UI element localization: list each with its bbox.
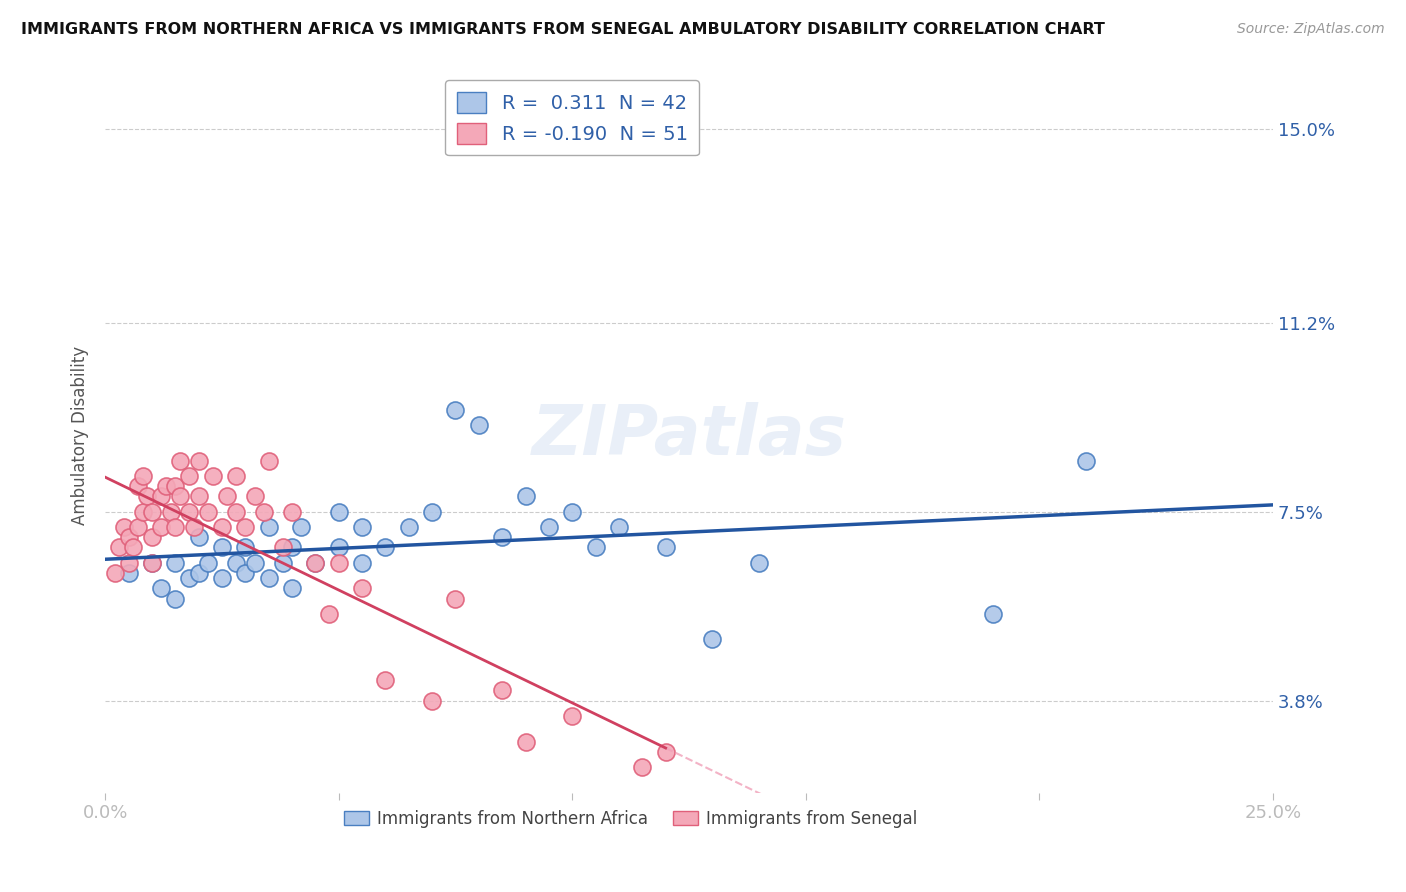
Point	[561, 709, 583, 723]
Point	[304, 556, 326, 570]
Point	[122, 541, 145, 555]
Text: Source: ZipAtlas.com: Source: ZipAtlas.com	[1237, 22, 1385, 37]
Point	[117, 566, 139, 580]
Point	[150, 582, 173, 596]
Point	[179, 571, 201, 585]
Point	[187, 566, 209, 580]
Point	[654, 745, 676, 759]
Point	[141, 505, 163, 519]
Point	[169, 489, 191, 503]
Point	[108, 541, 131, 555]
Point	[141, 556, 163, 570]
Point	[444, 591, 467, 606]
Point	[225, 556, 247, 570]
Point	[165, 520, 187, 534]
Point	[702, 632, 724, 647]
Point	[127, 479, 149, 493]
Point	[215, 489, 238, 503]
Point	[127, 520, 149, 534]
Point	[225, 505, 247, 519]
Point	[165, 591, 187, 606]
Point	[117, 530, 139, 544]
Point	[187, 489, 209, 503]
Point	[290, 520, 312, 534]
Point	[211, 520, 233, 534]
Point	[103, 566, 125, 580]
Point	[420, 694, 443, 708]
Point	[374, 673, 396, 688]
Point	[117, 556, 139, 570]
Point	[179, 505, 201, 519]
Point	[155, 479, 177, 493]
Point	[1074, 453, 1097, 467]
Point	[585, 541, 607, 555]
Point	[352, 582, 374, 596]
Point	[515, 489, 537, 503]
Point	[131, 469, 153, 483]
Text: IMMIGRANTS FROM NORTHERN AFRICA VS IMMIGRANTS FROM SENEGAL AMBULATORY DISABILITY: IMMIGRANTS FROM NORTHERN AFRICA VS IMMIG…	[21, 22, 1105, 37]
Point	[243, 489, 266, 503]
Point	[257, 520, 280, 534]
Point	[281, 541, 304, 555]
Point	[211, 571, 233, 585]
Point	[352, 520, 374, 534]
Point	[225, 469, 247, 483]
Point	[398, 520, 420, 534]
Point	[352, 556, 374, 570]
Point	[112, 520, 135, 534]
Point	[131, 505, 153, 519]
Point	[631, 760, 654, 774]
Text: ZIPatlas: ZIPatlas	[531, 401, 846, 468]
Point	[257, 453, 280, 467]
Point	[328, 505, 350, 519]
Point	[271, 541, 294, 555]
Point	[304, 556, 326, 570]
Point	[183, 520, 205, 534]
Point	[654, 541, 676, 555]
Point	[165, 556, 187, 570]
Point	[233, 520, 256, 534]
Point	[444, 402, 467, 417]
Point	[281, 582, 304, 596]
Point	[197, 556, 219, 570]
Point	[468, 417, 491, 432]
Point	[281, 505, 304, 519]
Point	[165, 479, 187, 493]
Point	[169, 453, 191, 467]
Point	[607, 520, 630, 534]
Point	[159, 505, 181, 519]
Point	[197, 505, 219, 519]
Point	[150, 520, 173, 534]
Legend: Immigrants from Northern Africa, Immigrants from Senegal: Immigrants from Northern Africa, Immigra…	[337, 803, 924, 834]
Point	[187, 453, 209, 467]
Point	[253, 505, 276, 519]
Point	[257, 571, 280, 585]
Point	[136, 489, 159, 503]
Point	[328, 541, 350, 555]
Point	[150, 489, 173, 503]
Point	[211, 541, 233, 555]
Point	[187, 530, 209, 544]
Point	[537, 520, 560, 534]
Point	[981, 607, 1004, 621]
Y-axis label: Ambulatory Disability: Ambulatory Disability	[72, 345, 89, 524]
Point	[201, 469, 224, 483]
Point	[141, 530, 163, 544]
Point	[179, 469, 201, 483]
Point	[243, 556, 266, 570]
Point	[491, 683, 513, 698]
Point	[491, 530, 513, 544]
Point	[233, 566, 256, 580]
Point	[515, 734, 537, 748]
Point	[233, 541, 256, 555]
Point	[374, 541, 396, 555]
Point	[271, 556, 294, 570]
Point	[420, 505, 443, 519]
Point	[748, 556, 770, 570]
Point	[561, 505, 583, 519]
Point	[318, 607, 340, 621]
Point	[328, 556, 350, 570]
Point	[141, 556, 163, 570]
